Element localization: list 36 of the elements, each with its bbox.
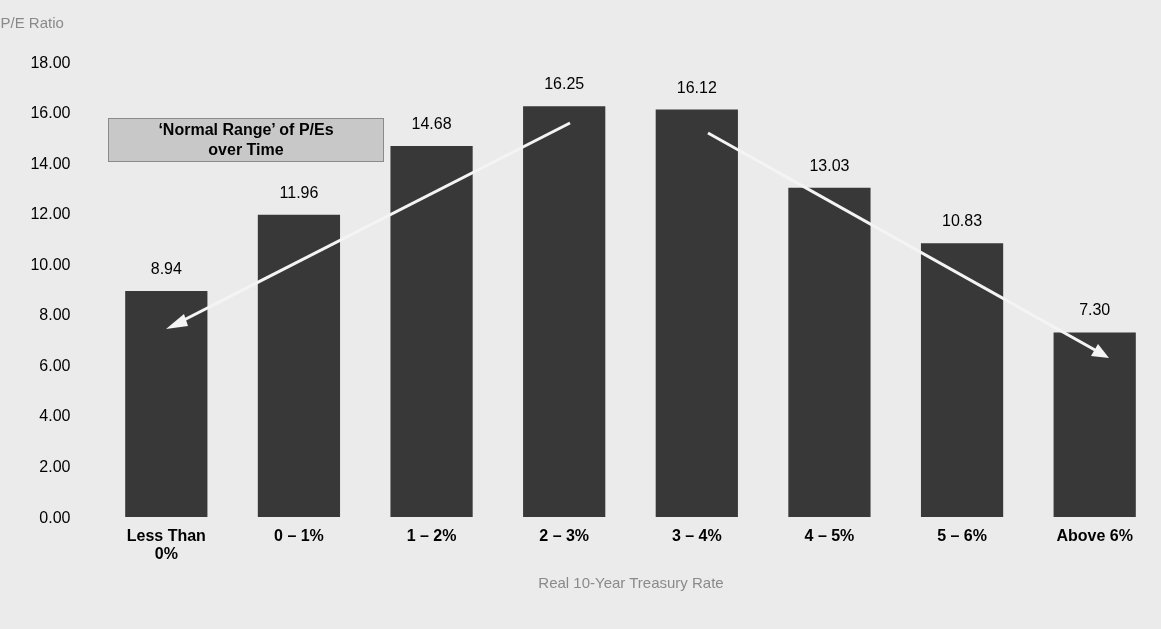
x-axis-title: Real 10-Year Treasury Rate (538, 573, 724, 591)
data-label: 8.94 (150, 260, 182, 278)
data-label: 13.03 (809, 156, 850, 174)
y-tick-label: 14.00 (30, 154, 71, 172)
y-axis-title: P/E Ratio (0, 13, 64, 31)
x-tick-label: 0 – 1% (274, 526, 324, 544)
bar (788, 187, 871, 517)
y-tick-label: 0.00 (39, 508, 71, 526)
y-tick-label: 18.00 (30, 53, 71, 71)
bar (1053, 332, 1136, 517)
x-tick-label: Less Than 0% (126, 526, 206, 562)
data-label: 7.30 (1079, 301, 1111, 319)
data-label: 11.96 (279, 183, 319, 201)
data-label: 10.83 (942, 212, 983, 230)
data-label: 16.12 (676, 78, 717, 96)
x-tick-label: 3 – 4% (671, 526, 722, 544)
bar (655, 109, 738, 517)
bar (390, 145, 473, 517)
data-label: 16.25 (544, 75, 585, 93)
x-tick-label: 2 – 3% (539, 526, 590, 544)
y-tick-label: 2.00 (39, 457, 71, 475)
bar (257, 214, 341, 517)
x-tick-label: 4 – 5% (804, 526, 855, 544)
x-tick-label: 5 – 6% (937, 526, 987, 544)
data-label: 14.68 (411, 114, 452, 132)
y-tick-label: 12.00 (30, 205, 71, 223)
y-tick-label: 8.00 (39, 306, 71, 324)
y-tick-label: 6.00 (39, 356, 71, 374)
x-tick-label: 1 – 2% (406, 526, 457, 544)
bar (920, 243, 1004, 517)
y-tick-label: 16.00 (30, 104, 71, 122)
bar (523, 106, 606, 517)
bar (125, 291, 208, 517)
x-tick-label: Above 6% (1056, 526, 1133, 544)
y-tick-label: 10.00 (30, 255, 71, 273)
y-tick-label: 4.00 (39, 407, 71, 425)
